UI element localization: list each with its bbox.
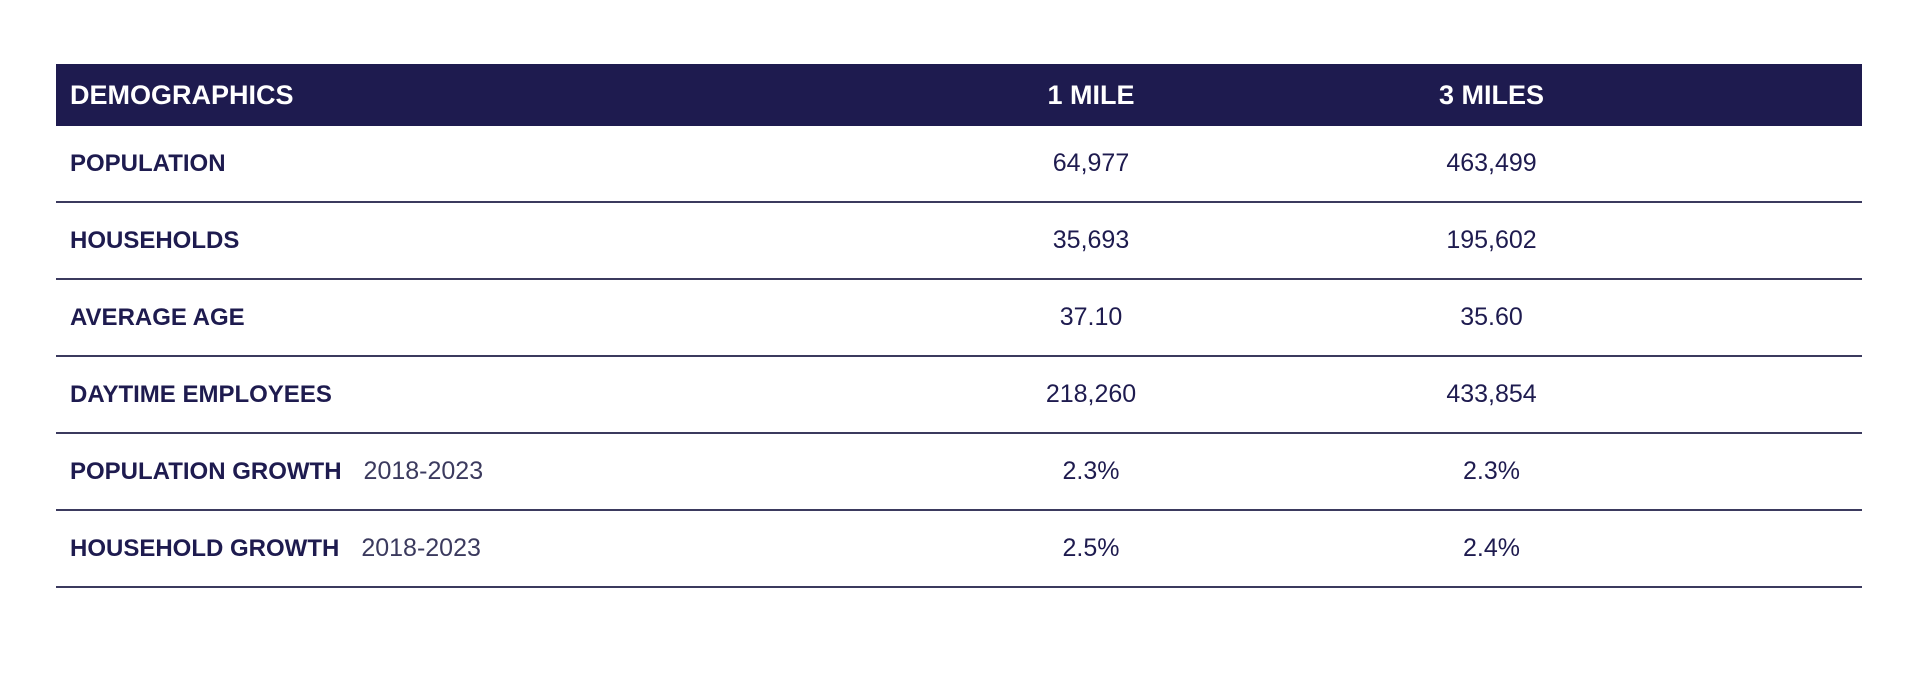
header-cell: DEMOGRAPHICS [70, 79, 294, 110]
value-cell: 2.3% [1463, 457, 1520, 485]
table-row: DAYTIME EMPLOYEES 218,260 433,854 [56, 357, 1862, 434]
value-cell: 35.60 [1460, 303, 1523, 331]
table-row: HOUSEHOLD GROWTH 2018-2023 2.5% 2.4% [56, 511, 1862, 588]
header-cell: 1 MILE [1047, 79, 1135, 110]
header-row: DEMOGRAPHICS 1 MILE 3 MILES [56, 64, 1862, 126]
row-header: AVERAGE AGE [56, 304, 891, 332]
row-label: AVERAGE AGE [70, 303, 245, 331]
value-cell: 64,977 [1052, 149, 1130, 177]
header-cell: 3 MILES [1438, 79, 1545, 110]
value-cell: 2.5% [1062, 534, 1120, 562]
value-cell: 218,260 [1045, 380, 1137, 408]
table-row: POPULATION GROWTH 2018-2023 2.3% 2.3% [56, 434, 1862, 511]
value-cell: 2.3% [1062, 457, 1120, 485]
row-label: HOUSEHOLDS [70, 226, 240, 254]
row-header: POPULATION GROWTH 2018-2023 [56, 457, 891, 486]
value-cell: 195,602 [1446, 226, 1537, 254]
demographics-table: DEMOGRAPHICS 1 MILE 3 MILES POPULATION 64,97… [56, 64, 1862, 588]
row-label: HOUSEHOLD GROWTH [70, 535, 340, 562]
row-header: POPULATION [56, 150, 891, 178]
row-label: POPULATION [70, 149, 226, 177]
row-header: HOUSEHOLDS [56, 227, 891, 255]
row-note: 2018-2023 [363, 457, 484, 485]
value-cell: 463,499 [1446, 149, 1537, 177]
value-cell: 35,693 [1052, 226, 1130, 254]
row-label: DAYTIME EMPLOYEES [70, 380, 332, 408]
table-row: HOUSEHOLDS 35,693 195,602 [56, 203, 1862, 280]
value-cell: 2.4% [1463, 534, 1520, 562]
value-cell: 37.10 [1059, 303, 1123, 331]
row-header: HOUSEHOLD GROWTH 2018-2023 [56, 534, 891, 563]
table-row: AVERAGE AGE 37.10 35.60 [56, 280, 1862, 357]
row-header: DAYTIME EMPLOYEES [56, 381, 891, 409]
row-note: 2018-2023 [361, 534, 481, 562]
value-cell: 433,854 [1446, 380, 1537, 408]
row-label: POPULATION GROWTH [70, 458, 342, 485]
table-row: POPULATION 64,977 463,499 [56, 126, 1862, 203]
